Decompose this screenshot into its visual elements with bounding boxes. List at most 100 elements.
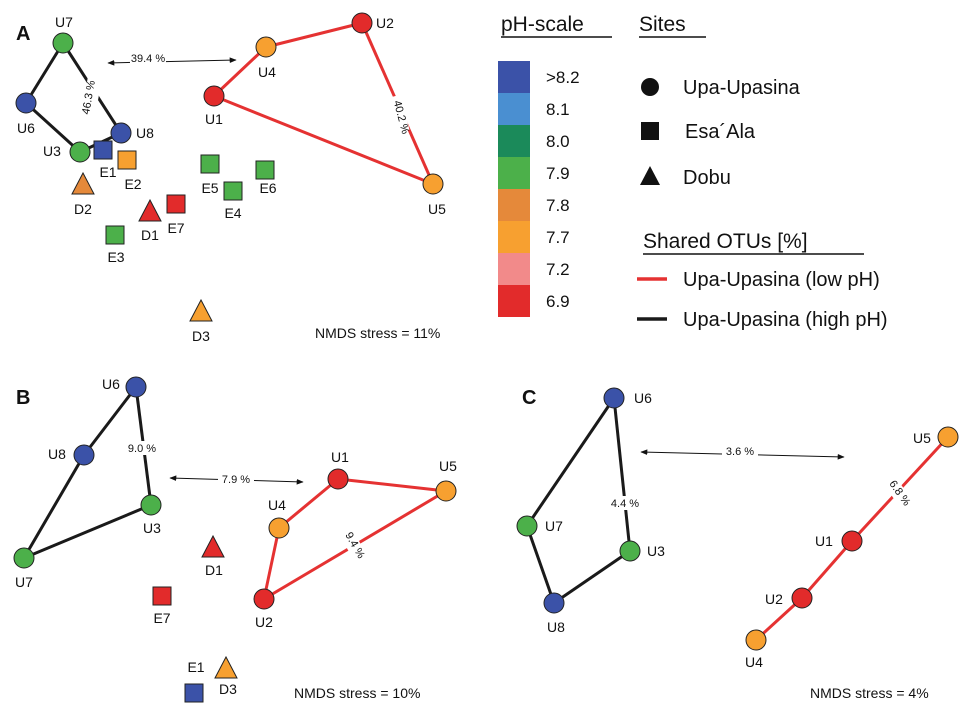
panel-c-line-u2-u1	[800, 540, 854, 599]
site-legend-label-1: Esa´Ala	[685, 121, 756, 143]
panel-a-point-u5	[422, 173, 444, 195]
panel-b-percent-label: 7.9 %	[222, 474, 250, 486]
panel-c-point-u3	[619, 540, 641, 562]
panel-c-percent-bg	[607, 496, 643, 510]
panel-b-point-u1	[327, 468, 349, 490]
ph-level-label-5: 7.7	[546, 228, 570, 247]
panel-b-percent-bg	[218, 472, 254, 486]
panel-c-letter: C	[522, 387, 536, 409]
panel-c-point-u4	[745, 629, 767, 651]
site-legend-label-2: Dobu	[683, 167, 731, 189]
panel-a-point-e2-label: E2	[124, 176, 141, 192]
panel-a-point-u6-label: U6	[17, 120, 35, 136]
panel-b-point-d3-label: D3	[219, 681, 237, 697]
panel-a-percent-label: 46.3 %	[80, 79, 98, 115]
ph-swatch-4	[498, 189, 530, 221]
panel-a-point-u3-label: U3	[43, 143, 61, 159]
site-legend-triangle-icon	[640, 166, 660, 185]
panel-a-point-d2-label: D2	[74, 201, 92, 217]
panel-b-line-u1-u5	[337, 477, 447, 493]
panel-b-point-u4	[268, 517, 290, 539]
panel-a-point-d2	[71, 171, 95, 195]
panel-b-point-u7-label: U7	[15, 574, 33, 590]
site-legend-square-icon	[641, 122, 659, 140]
panel-c-point-u8-label: U8	[547, 619, 565, 635]
panel-a-point-u3	[69, 141, 91, 163]
panel-a-point-e1	[93, 140, 113, 160]
panel-a-point-u4	[255, 36, 277, 58]
panel-b-letter: B	[16, 387, 30, 409]
sites-title: Sites	[639, 13, 686, 36]
ph-level-label-7: 6.9	[546, 292, 570, 311]
site-legend-label-0: Upa-Upasina	[683, 77, 801, 99]
panel-a-point-e4	[223, 181, 243, 201]
panel-b-point-u8	[73, 444, 95, 466]
panel-b-percent-bg	[336, 523, 368, 563]
ph-level-label-2: 8.0	[546, 132, 570, 151]
panel-c-line-u3-u6	[612, 397, 632, 552]
panel-c-point-u1	[841, 530, 863, 552]
panel-b-point-d3	[214, 655, 238, 679]
panel-a-point-e7-label: E7	[167, 220, 184, 236]
shared-legend-label-1: Upa-Upasina (high pH)	[683, 309, 888, 331]
panel-a-line-u7-u6	[24, 42, 65, 104]
panel-c-percent-bg	[880, 472, 914, 510]
panel-a-percent-label: 39.4 %	[131, 53, 165, 65]
panel-a-point-e6	[255, 160, 275, 180]
panel-b-point-d1	[201, 534, 225, 558]
panel-a-point-e3-label: E3	[107, 249, 124, 265]
sample-points	[13, 12, 959, 703]
panel-b-percent-label: 9.0 %	[128, 443, 156, 455]
panel-c-point-u5-label: U5	[913, 430, 931, 446]
panel-a-point-d3-label: D3	[192, 328, 210, 344]
panel-b-stress-label: NMDS stress = 10%	[294, 685, 420, 701]
ph-swatch-0	[498, 61, 530, 93]
panel-a-point-u8	[110, 122, 132, 144]
panel-a-point-d1	[138, 198, 162, 222]
panel-c-point-u2	[791, 587, 813, 609]
panel-a-line-u6-u3	[24, 101, 82, 154]
panel-b-point-u6	[125, 376, 147, 398]
panel-b-line-u6-u8	[82, 386, 138, 456]
panel-b-percent-bg	[124, 441, 160, 455]
panel-b-point-d1-label: D1	[205, 562, 223, 578]
panel-a-stress-label: NMDS stress = 11%	[315, 325, 440, 341]
panel-b-line-u2-u4	[262, 527, 281, 600]
panel-b-point-u3	[140, 494, 162, 516]
panel-a-point-u7-label: U7	[55, 14, 73, 30]
panel-c-line-u7-u8	[525, 525, 556, 604]
panel-a-point-e3	[105, 225, 125, 245]
panel-a-point-u5-label: U5	[428, 201, 446, 217]
panel-a-point-e7	[166, 194, 186, 214]
panel-a-point-u4-label: U4	[258, 64, 276, 80]
panel-a-letter: A	[16, 23, 30, 45]
ph-swatch-2	[498, 125, 530, 157]
ph-swatch-5	[498, 221, 530, 253]
panel-c-point-u3-label: U3	[647, 543, 665, 559]
legend: pH-scale >8.2 8.1 8.0 7.9 7.8 7.7 7.2 6.9 Sites Up…	[498, 13, 888, 331]
panel-b-point-u7	[13, 547, 35, 569]
panel-c-line-u8-u3	[553, 549, 631, 605]
panel-a-line-u1-u4	[212, 45, 268, 98]
panel-c-point-u7-label: U7	[545, 518, 563, 534]
panel-a-point-u6	[15, 92, 37, 114]
panel-a-point-e6-label: E6	[259, 180, 276, 196]
panel-a-line-u5-u1	[213, 94, 434, 186]
panel-a-point-d1-label: D1	[141, 227, 159, 243]
panel-a-percent-bg	[386, 94, 410, 134]
panel-a-distance-arrow	[107, 57, 237, 66]
panel-a-point-e2	[117, 150, 137, 170]
ph-level-label-6: 7.2	[546, 260, 570, 279]
panel-c-point-u7	[516, 515, 538, 537]
ph-level-label-1: 8.1	[546, 100, 570, 119]
panel-c-point-u6	[603, 387, 625, 409]
panel-a-point-u1-label: U1	[205, 111, 223, 127]
ph-swatch-1	[498, 93, 530, 125]
panel-a-percent-bg	[81, 75, 103, 113]
panel-a-point-u1	[203, 85, 225, 107]
panel-c-point-u1-label: U1	[815, 533, 833, 549]
panel-a-line-u4-u2	[265, 21, 363, 49]
panel-c-stress-label: NMDS stress = 4%	[810, 685, 929, 701]
panel-c-point-u2-label: U2	[765, 591, 783, 607]
panel-a-point-u7	[52, 32, 74, 54]
